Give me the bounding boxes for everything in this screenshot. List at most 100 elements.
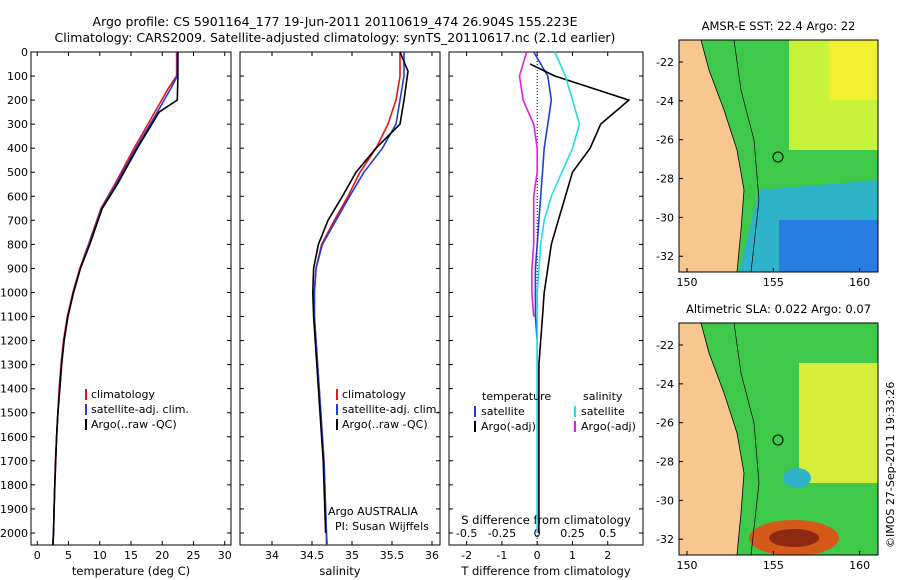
- x-tick-label: 30: [218, 549, 232, 562]
- y-tick-label: 1000: [0, 286, 28, 299]
- map-y-tick-label: -32: [656, 250, 674, 263]
- map-x-tick-label: 160: [849, 276, 870, 289]
- map-x-tick-label: 155: [763, 276, 784, 289]
- y-tick-label: 600: [7, 190, 28, 203]
- australia-land: [679, 323, 745, 555]
- x-tick-label: 34.5: [300, 549, 325, 562]
- y-tick-label: 1400: [0, 383, 28, 396]
- x-tick-label: 0: [534, 549, 541, 562]
- x-tick-label: 1: [569, 549, 576, 562]
- x-tick-label: 35: [345, 549, 359, 562]
- map-frame: [678, 39, 879, 273]
- high-patch: [799, 363, 878, 483]
- low-patch: [783, 468, 811, 488]
- x-tick-label: -1: [496, 549, 507, 562]
- x-tick-label: -2: [461, 549, 472, 562]
- legend-label: Argo(-adj): [581, 420, 636, 433]
- series-line-3: [536, 51, 581, 533]
- y-tick-label: 400: [7, 142, 28, 155]
- s-diff-tick-label: -0.5: [456, 527, 477, 540]
- x-tick-label: 5: [65, 549, 72, 562]
- x-tick-label: 34: [265, 549, 279, 562]
- title-line-1: Argo profile: CS 5901164_177 19-Jun-2011…: [92, 14, 578, 29]
- x-tick-label: 25: [187, 549, 201, 562]
- y-tick-label: 1900: [0, 503, 28, 516]
- y-tick-label: 300: [7, 118, 28, 131]
- series-line-4: [518, 51, 539, 317]
- legend-title-temperature: temperature: [482, 390, 551, 403]
- legend-label: satellite: [581, 405, 625, 418]
- map-x-tick-label: 150: [677, 559, 698, 572]
- profile-panel-3: -2 -1 0 1 2 T difference from climatology -0.5…: [448, 51, 644, 578]
- s-diff-tick-label: -0.25: [488, 527, 516, 540]
- map-x-tick-label: 150: [677, 276, 698, 289]
- y-tick-label: 1700: [0, 455, 28, 468]
- y-tick-label: 2000: [0, 527, 28, 540]
- annotation-line-1: Argo AUSTRALIA: [328, 505, 418, 518]
- legend-label: satellite-adj. clim.: [342, 403, 440, 416]
- legend-label: Argo(..raw -QC): [91, 418, 177, 431]
- y-tick-label: 700: [7, 214, 28, 227]
- series-line-3: [52, 52, 179, 546]
- map-title: Altimetric SLA: 0.022 Argo: 0.07: [686, 302, 871, 316]
- map-x-tick-label: 155: [763, 559, 784, 572]
- annotation-line-2: PI: Susan Wijffels: [335, 520, 429, 533]
- legend-label: satellite-adj. clim.: [91, 403, 189, 416]
- y-tick-label: 1100: [0, 311, 28, 324]
- map-y-tick-label: -22: [656, 339, 674, 352]
- map-y-tick-label: -24: [656, 95, 674, 108]
- s-diff-axis-label: S difference from climatology: [461, 513, 631, 527]
- series-line-2: [529, 63, 631, 533]
- shelf-contour: [733, 323, 760, 555]
- y-tick-label: 1300: [0, 359, 28, 372]
- y-tick-label: 1800: [0, 479, 28, 492]
- map-y-tick-label: -30: [656, 211, 674, 224]
- map-y-tick-label: -32: [656, 533, 674, 546]
- plot-frame: [30, 51, 232, 546]
- y-tick-label: 100: [7, 70, 28, 83]
- legend-label: Argo(..raw -QC): [342, 418, 428, 431]
- x-tick-label: 2: [604, 549, 611, 562]
- x-tick-label: 36: [425, 549, 439, 562]
- map-y-tick-label: -26: [656, 134, 674, 147]
- y-tick-label: 1500: [0, 407, 28, 420]
- map-y-tick-label: -26: [656, 417, 674, 430]
- legend-label: satellite: [481, 405, 525, 418]
- y-tick-label: 900: [7, 262, 28, 275]
- legend-label: climatology: [342, 388, 406, 401]
- australia-land: [679, 40, 745, 272]
- imos-footer: ©IMOS 27-Sep-2011 19:33:26: [884, 382, 897, 548]
- warm-patch: [829, 40, 878, 100]
- profile-panel-2: 34 34.5 35 35.5 36 salinity climatology satelli…: [239, 51, 441, 578]
- map-y-tick-label: -28: [656, 456, 674, 469]
- s-diff-tick-label: 0.25: [560, 527, 585, 540]
- map-y-tick-label: -28: [656, 173, 674, 186]
- s-diff-tick-label: 0.5: [599, 527, 617, 540]
- map-frame: [678, 322, 879, 556]
- x-axis-label: salinity: [319, 564, 360, 578]
- profile-panel-1: 0 100 200 300 400 500 600 700 800 900 1000 1100 1200…: [0, 46, 232, 578]
- argo-position-marker: [772, 151, 784, 163]
- y-tick-label: 0: [21, 46, 28, 59]
- series-line-3: [311, 51, 409, 534]
- map-panel-2: Altimetric SLA: 0.022 Argo: 0.07 -22 -24 -2…: [656, 302, 879, 572]
- y-tick-label: 800: [7, 238, 28, 251]
- x-tick-label: 10: [93, 549, 107, 562]
- legend-title-salinity: salinity: [583, 390, 623, 403]
- map-y-tick-label: -24: [656, 378, 674, 391]
- x-tick-label: 20: [155, 549, 169, 562]
- argo-position-marker: [772, 434, 784, 446]
- y-tick-label: 1200: [0, 335, 28, 348]
- map-panel-1: AMSR-E SST: 22.4 Argo: 22 -22 -24 -26 -28 -30…: [656, 19, 879, 289]
- high-patch: [769, 529, 819, 547]
- map-title: AMSR-E SST: 22.4 Argo: 22: [702, 19, 856, 33]
- y-tick-label: 200: [7, 94, 28, 107]
- title-line-2: Climatology: CARS2009. Satellite-adjuste…: [54, 30, 616, 45]
- map-x-tick-label: 160: [849, 559, 870, 572]
- y-tick-label: 500: [7, 166, 28, 179]
- legend-label: climatology: [91, 388, 155, 401]
- s-diff-tick-label: 0: [534, 527, 541, 540]
- plot-frame: [448, 51, 644, 546]
- x-tick-label: 35.5: [380, 549, 405, 562]
